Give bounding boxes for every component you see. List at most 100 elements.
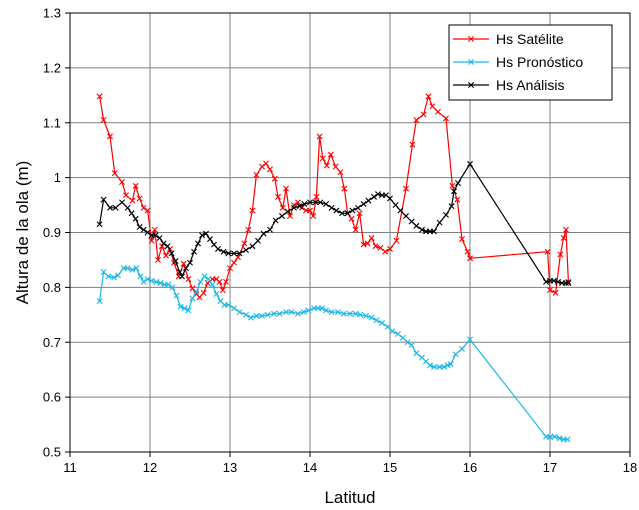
data-point bbox=[449, 182, 456, 189]
data-point bbox=[133, 265, 140, 272]
data-point bbox=[413, 222, 420, 229]
data-point bbox=[247, 314, 254, 321]
data-point bbox=[560, 234, 567, 241]
data-point bbox=[287, 213, 293, 220]
y-tick-label: 0.5 bbox=[43, 445, 61, 460]
data-point bbox=[295, 199, 301, 206]
data-point bbox=[377, 244, 384, 251]
data-point bbox=[140, 278, 147, 285]
data-point bbox=[283, 309, 289, 316]
data-point bbox=[300, 309, 307, 316]
data-point bbox=[215, 245, 221, 252]
x-tick-label: 12 bbox=[143, 460, 157, 475]
series-layer bbox=[96, 93, 572, 443]
data-point bbox=[96, 298, 103, 305]
data-point bbox=[307, 199, 313, 206]
data-point bbox=[552, 289, 559, 296]
y-tick-label: 1.1 bbox=[43, 115, 61, 130]
data-point bbox=[276, 310, 283, 317]
data-point bbox=[148, 237, 155, 244]
data-point bbox=[328, 204, 335, 211]
data-point bbox=[459, 345, 465, 352]
data-point bbox=[467, 255, 473, 262]
data-point bbox=[564, 436, 571, 443]
data-point bbox=[272, 217, 279, 224]
data-point bbox=[264, 311, 271, 318]
data-point bbox=[105, 273, 112, 280]
data-point bbox=[243, 247, 249, 254]
data-point bbox=[305, 307, 312, 314]
y-tick-label: 1 bbox=[54, 170, 61, 185]
data-point bbox=[271, 175, 278, 182]
data-point bbox=[225, 301, 232, 308]
y-tick-label: 0.8 bbox=[43, 280, 61, 295]
x-tick-label: 11 bbox=[63, 460, 77, 475]
data-point bbox=[288, 309, 295, 316]
data-point bbox=[379, 320, 385, 327]
data-point bbox=[155, 256, 161, 263]
data-point bbox=[301, 200, 308, 207]
data-point bbox=[454, 196, 461, 203]
data-point bbox=[129, 197, 136, 204]
data-point bbox=[455, 180, 461, 187]
data-point bbox=[123, 192, 129, 199]
data-point bbox=[431, 363, 437, 370]
data-point bbox=[443, 115, 449, 122]
series-1 bbox=[96, 93, 572, 301]
data-point bbox=[425, 93, 432, 100]
data-point bbox=[395, 331, 401, 338]
data-point bbox=[249, 207, 256, 214]
data-point bbox=[347, 310, 353, 317]
series-3 bbox=[96, 160, 572, 286]
data-point bbox=[403, 185, 409, 192]
data-point bbox=[200, 289, 207, 296]
data-point bbox=[419, 226, 425, 233]
data-point bbox=[231, 250, 237, 257]
data-point bbox=[452, 351, 459, 358]
data-point bbox=[291, 204, 297, 211]
data-point bbox=[144, 276, 151, 283]
data-point bbox=[387, 195, 393, 202]
data-point bbox=[201, 273, 208, 280]
data-point bbox=[148, 277, 155, 284]
data-point bbox=[355, 204, 361, 211]
data-point bbox=[420, 111, 427, 118]
data-point bbox=[441, 363, 448, 370]
data-point bbox=[443, 211, 449, 218]
data-point bbox=[295, 310, 301, 317]
data-point bbox=[111, 274, 117, 281]
data-point bbox=[316, 133, 323, 140]
data-point bbox=[169, 284, 176, 291]
data-point bbox=[259, 312, 265, 319]
data-point bbox=[241, 240, 248, 247]
data-point bbox=[323, 200, 329, 207]
data-point bbox=[112, 204, 119, 211]
data-point bbox=[327, 151, 334, 158]
data-point bbox=[132, 215, 139, 222]
data-point bbox=[447, 361, 454, 368]
data-point bbox=[207, 236, 213, 243]
data-point bbox=[107, 133, 113, 140]
data-point bbox=[96, 93, 103, 100]
legend-item: Hs Satélite bbox=[453, 31, 564, 47]
data-point bbox=[176, 269, 183, 275]
data-point bbox=[335, 309, 341, 316]
data-point bbox=[164, 243, 171, 250]
data-point bbox=[436, 219, 443, 226]
data-point bbox=[205, 276, 212, 283]
data-point bbox=[413, 117, 420, 123]
x-tick-label: 15 bbox=[383, 460, 397, 475]
data-point bbox=[156, 234, 163, 241]
y-tick-label: 1.3 bbox=[43, 6, 61, 21]
data-point bbox=[368, 234, 375, 241]
data-point bbox=[397, 207, 404, 214]
data-point bbox=[464, 248, 471, 255]
data-point bbox=[220, 248, 227, 255]
data-point bbox=[132, 182, 139, 189]
data-point bbox=[547, 287, 553, 294]
data-point bbox=[119, 179, 125, 186]
data-point bbox=[296, 203, 303, 210]
data-point bbox=[339, 210, 345, 217]
data-point bbox=[124, 265, 131, 272]
data-point bbox=[389, 328, 396, 335]
